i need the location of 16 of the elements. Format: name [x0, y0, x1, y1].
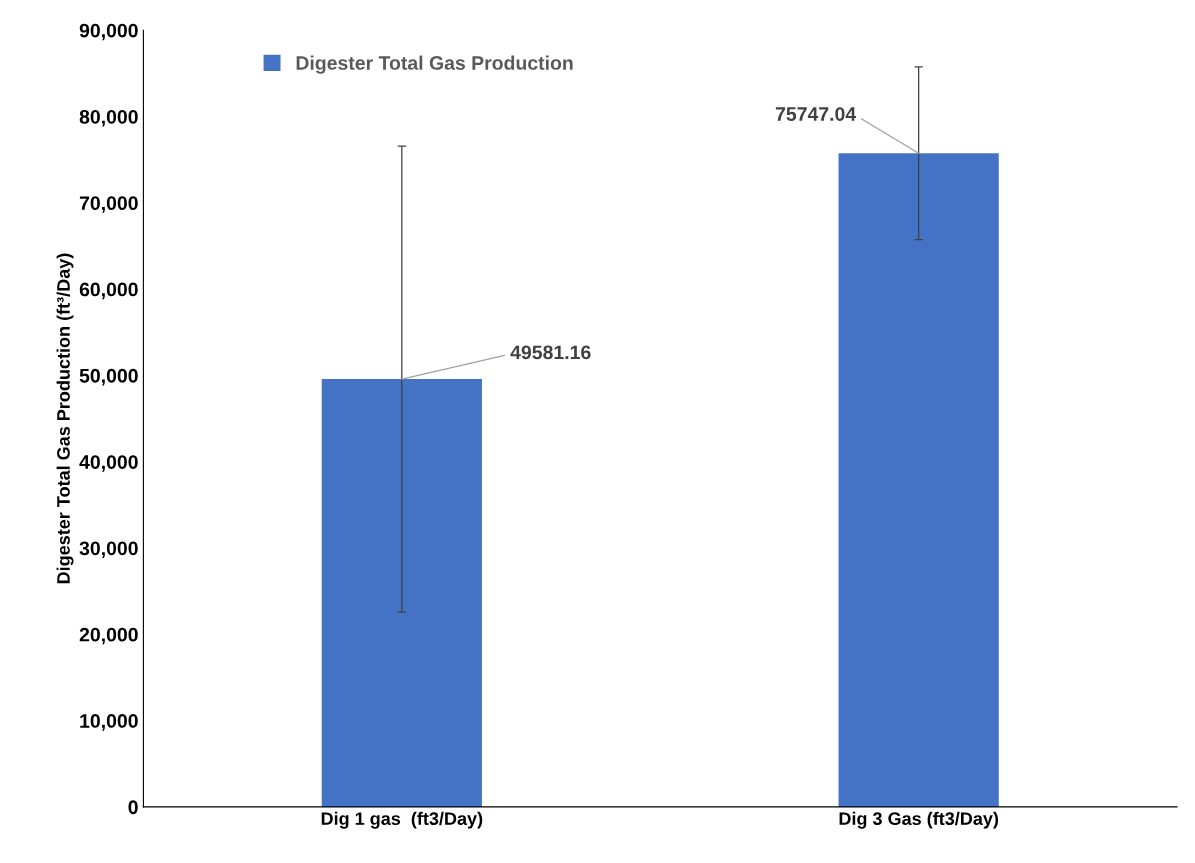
- data-label: 75747.04: [775, 107, 857, 121]
- y-tick-label: 30,000: [79, 541, 138, 559]
- y-tick-label: 80,000: [79, 109, 138, 127]
- y-tick-label: 60,000: [79, 282, 138, 300]
- y-tick-label: 10,000: [80, 714, 138, 731]
- data-label: 49581.16: [510, 345, 591, 360]
- y-tick-label: 20,000: [79, 627, 138, 645]
- y-tick-label: 70,000: [79, 196, 138, 213]
- legend-label: Digester Total Gas Production: [296, 55, 573, 74]
- y-tick-label: 40,000: [79, 455, 138, 472]
- y-tick-label: 0: [128, 800, 138, 815]
- y-tick-label: 50,000: [79, 368, 138, 386]
- x-tick-label: Dig 1 gas (ft3/Day): [321, 811, 483, 829]
- y-axis-title: Digester Total Gas Production (ft³/Day): [56, 253, 74, 584]
- x-tick-label: Dig 3 Gas (ft3/Day): [839, 811, 999, 829]
- y-tick-label: 90,000: [79, 23, 138, 41]
